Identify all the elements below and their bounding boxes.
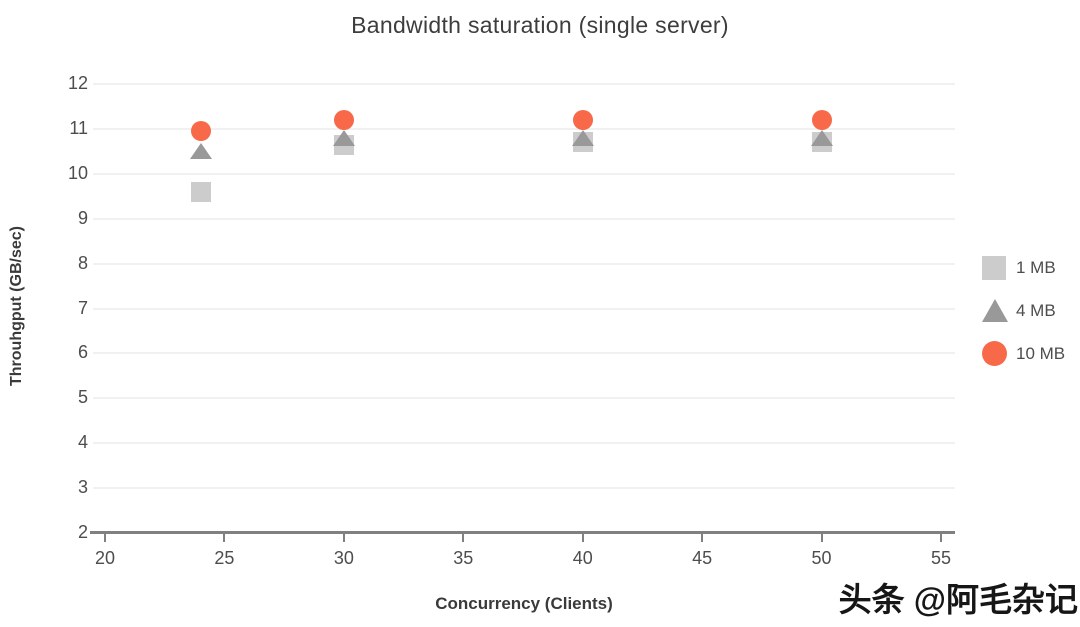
x-tick-20 (104, 534, 106, 542)
y-tick-label-9: 9 (77, 207, 88, 228)
marker-10mb (572, 109, 593, 130)
x-tick-30 (342, 534, 345, 542)
y-tick-label-11: 11 (69, 117, 88, 138)
marker-4mb (189, 143, 212, 160)
gridline-y-6 (93, 352, 955, 355)
gridline-y-4 (93, 442, 955, 445)
y-tick-label-4: 4 (77, 432, 88, 453)
legend-item-4mb: 4 MB (982, 297, 1065, 324)
legend-label: 1 MB (1016, 257, 1056, 277)
watermark-text: 头条 @阿毛杂记 (838, 581, 1078, 618)
y-tick-label-2: 2 (77, 522, 88, 542)
y-tick-label-12: 12 (67, 73, 88, 93)
chart-title: Bandwidth saturation (single server) (351, 12, 729, 38)
x-tick-label-50: 50 (811, 548, 832, 568)
x-tick-label-20: 20 (94, 548, 116, 568)
y-tick-label-3: 3 (77, 477, 88, 498)
marker-10mb (811, 109, 832, 130)
gridline-y-3 (93, 487, 955, 490)
gridline-y-11 (93, 127, 955, 130)
x-tick-label-55: 55 (930, 548, 952, 568)
legend-square-icon (982, 255, 1016, 280)
gridline-y-12 (93, 83, 955, 85)
legend-item-10mb: 10 MB (982, 340, 1065, 367)
legend: 1 MB 4 MB 10 MB (982, 254, 1065, 383)
x-tick-label-45: 45 (692, 548, 713, 568)
y-tick-label-7: 7 (77, 297, 88, 318)
marker-1mb (190, 181, 211, 202)
legend-label: 10 MB (1016, 343, 1066, 363)
legend-label: 4 MB (1016, 300, 1056, 320)
x-tick-50 (820, 534, 823, 542)
y-tick-label-10: 10 (67, 162, 88, 183)
x-tick-label-25: 25 (214, 548, 235, 568)
gridline-y-10 (93, 172, 955, 175)
x-tick-55 (940, 534, 942, 542)
x-axis-title: Concurrency (Clients) (435, 594, 613, 613)
x-tick-label-35: 35 (453, 548, 474, 568)
gridline-y-7 (93, 307, 955, 310)
legend-triangle-icon (982, 299, 1016, 322)
x-tick-45 (701, 534, 704, 542)
x-tick-40 (581, 534, 584, 542)
x-tick-label-40: 40 (572, 548, 593, 568)
marker-4mb (810, 129, 833, 146)
x-tick-label-30: 30 (333, 548, 354, 568)
marker-10mb (190, 121, 211, 142)
marker-4mb (571, 129, 594, 146)
legend-circle-icon (982, 341, 1016, 366)
marker-10mb (333, 109, 354, 130)
gridline-y-8 (93, 262, 955, 265)
x-tick-35 (462, 534, 465, 542)
gridline-y-5 (93, 397, 955, 400)
gridline-y-9 (93, 217, 955, 220)
marker-4mb (332, 129, 355, 146)
x-axis-line (90, 531, 955, 534)
y-tick-label-5: 5 (77, 387, 88, 408)
legend-item-1mb: 1 MB (982, 254, 1065, 281)
x-tick-25 (223, 534, 226, 542)
y-tick-label-8: 8 (77, 252, 88, 273)
y-tick-label-6: 6 (77, 342, 88, 363)
y-axis-title: Throuhgput (GB/sec) (8, 226, 25, 386)
